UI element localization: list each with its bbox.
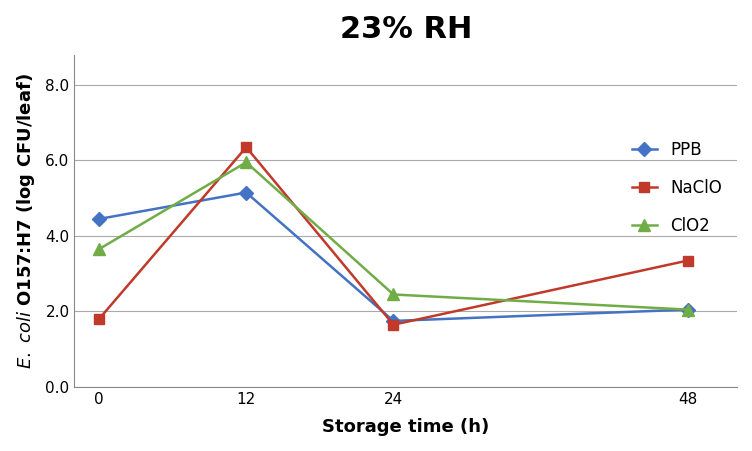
ClO2 bbox=[95, 246, 104, 252]
Line: ClO2: ClO2 bbox=[93, 157, 693, 315]
Title: 23% RH: 23% RH bbox=[340, 15, 472, 44]
Y-axis label: $\it{E.\ coli}$ O157:H7 (log CFU/leaf): $\it{E.\ coli}$ O157:H7 (log CFU/leaf) bbox=[15, 73, 37, 369]
PPB bbox=[684, 307, 693, 312]
PPB bbox=[95, 216, 104, 221]
NaClO bbox=[684, 258, 693, 263]
NaClO bbox=[389, 322, 398, 327]
Line: NaClO: NaClO bbox=[94, 143, 693, 330]
ClO2 bbox=[684, 307, 693, 312]
PPB bbox=[389, 318, 398, 324]
PPB bbox=[241, 190, 250, 195]
ClO2 bbox=[241, 160, 250, 165]
Line: PPB: PPB bbox=[94, 188, 693, 326]
NaClO bbox=[241, 144, 250, 150]
ClO2 bbox=[389, 292, 398, 297]
Legend: PPB, NaClO, ClO2: PPB, NaClO, ClO2 bbox=[625, 134, 729, 241]
NaClO bbox=[95, 316, 104, 322]
X-axis label: Storage time (h): Storage time (h) bbox=[322, 418, 490, 436]
